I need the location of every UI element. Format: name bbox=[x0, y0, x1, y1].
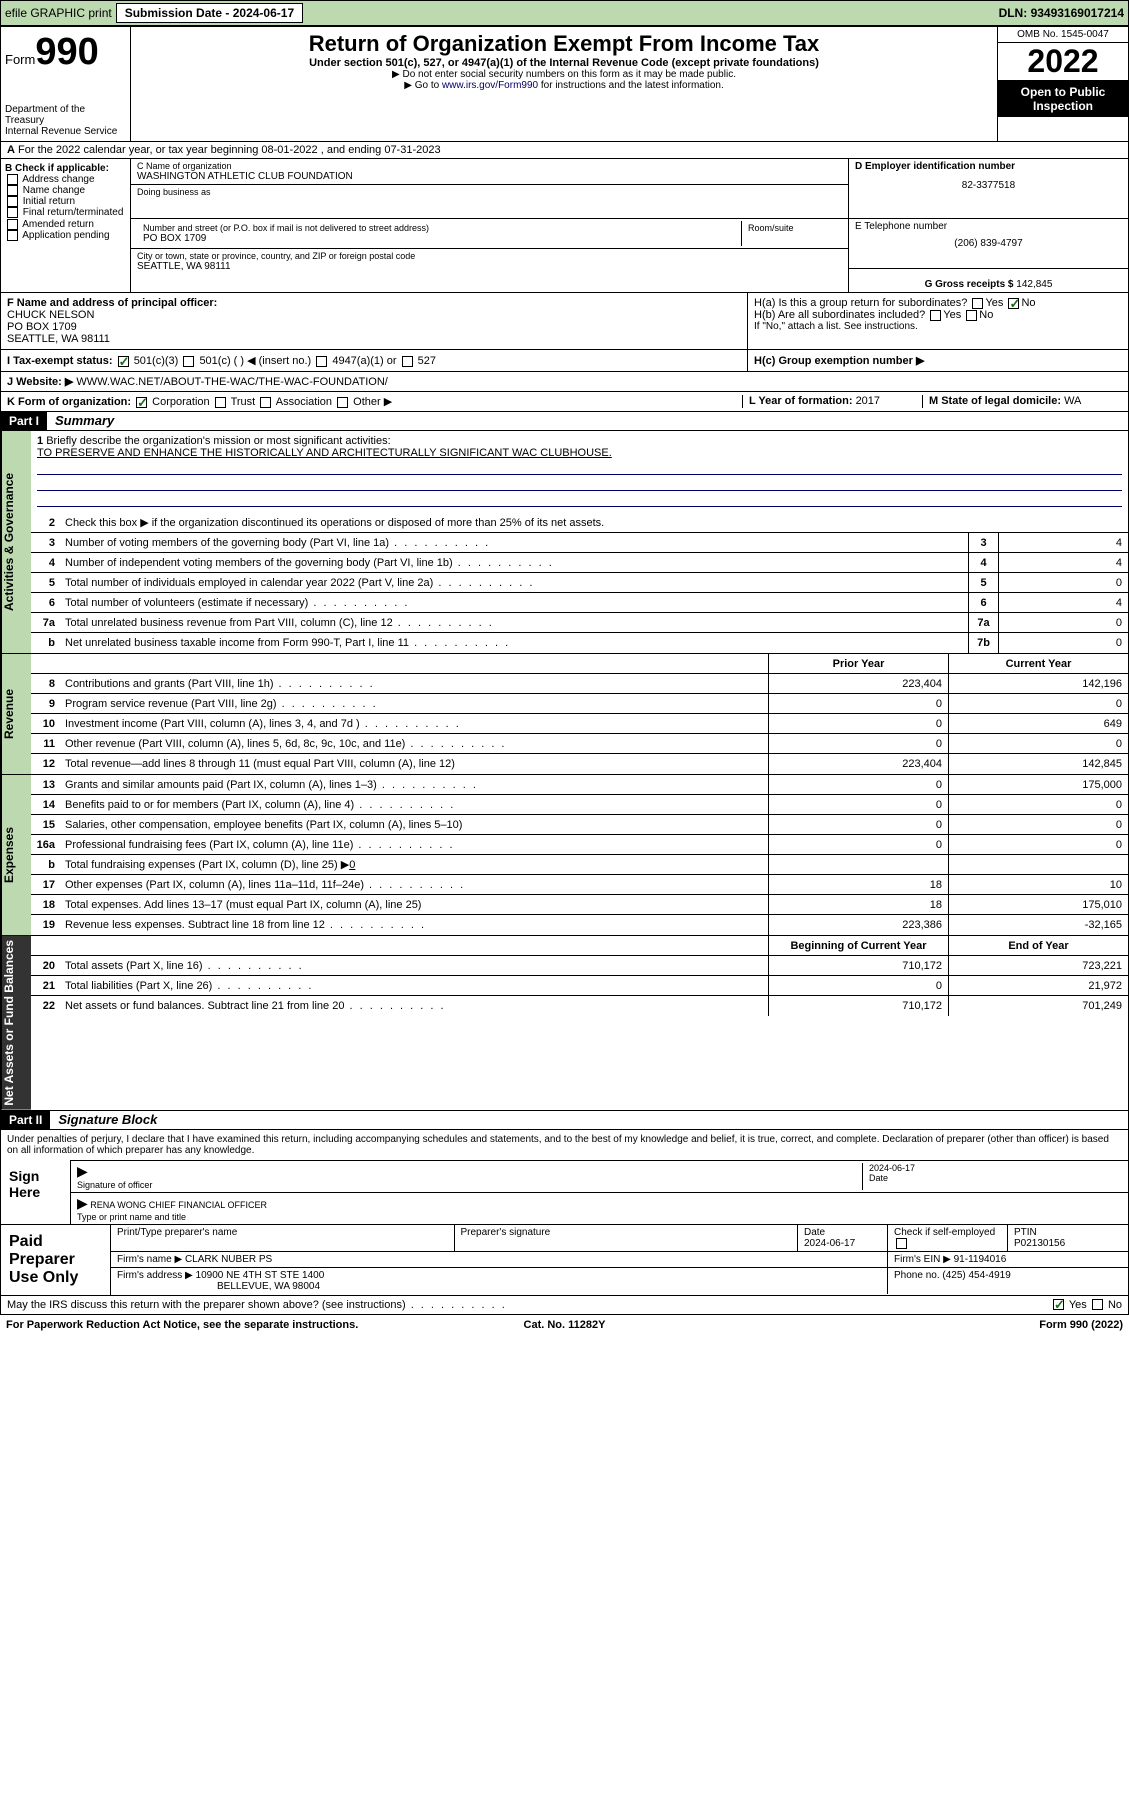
form-ref: Form 990 (2022) bbox=[751, 1319, 1123, 1331]
501c-checkbox[interactable] bbox=[183, 356, 194, 367]
tax-year-period: A For the 2022 calendar year, or tax yea… bbox=[0, 142, 1129, 159]
sig-date: 2024-06-17 bbox=[869, 1163, 915, 1173]
form-number: 990 bbox=[35, 31, 98, 73]
revenue-tab: Revenue bbox=[1, 654, 31, 774]
ptin: P02130156 bbox=[1014, 1238, 1065, 1249]
gross-receipts: 142,845 bbox=[1016, 279, 1052, 290]
v3: 4 bbox=[998, 533, 1128, 552]
perjury-text: Under penalties of perjury, I declare th… bbox=[1, 1130, 1128, 1160]
org-address: PO BOX 1709 bbox=[143, 233, 735, 244]
firm-addr: 10900 NE 4TH ST STE 1400 bbox=[196, 1270, 325, 1281]
assoc-checkbox[interactable] bbox=[260, 397, 271, 408]
cat-no: Cat. No. 11282Y bbox=[378, 1319, 750, 1331]
dln-value: 93493169017214 bbox=[1031, 6, 1124, 20]
ssn-note: ▶ Do not enter social security numbers o… bbox=[135, 69, 993, 80]
501c3-checkbox[interactable] bbox=[118, 356, 129, 367]
phone: (206) 839-4797 bbox=[855, 238, 1122, 249]
top-bar: efile GRAPHIC print Submission Date - 20… bbox=[0, 0, 1129, 26]
firm-phone: (425) 454-4919 bbox=[942, 1270, 1010, 1281]
amended-return-checkbox[interactable]: Amended return bbox=[5, 219, 126, 230]
officer-name: CHUCK NELSON bbox=[7, 309, 94, 321]
form-subtitle: Under section 501(c), 527, or 4947(a)(1)… bbox=[135, 57, 993, 69]
527-checkbox[interactable] bbox=[402, 356, 413, 367]
final-return-checkbox[interactable]: Final return/terminated bbox=[5, 207, 126, 218]
hb-no-checkbox[interactable] bbox=[966, 310, 977, 321]
paid-preparer-label: Paid Preparer Use Only bbox=[1, 1225, 111, 1295]
discuss-text: May the IRS discuss this return with the… bbox=[7, 1299, 1051, 1311]
firm-ein: 91-1194016 bbox=[954, 1254, 1007, 1265]
c8: 142,196 bbox=[948, 674, 1128, 693]
part1-header: Part I bbox=[1, 412, 47, 430]
initial-return-checkbox[interactable]: Initial return bbox=[5, 196, 126, 207]
p8: 223,404 bbox=[768, 674, 948, 693]
irs-link[interactable]: www.irs.gov/Form990 bbox=[442, 80, 538, 91]
form-header: Form990 Department of the Treasury Inter… bbox=[0, 26, 1129, 142]
4947-checkbox[interactable] bbox=[316, 356, 327, 367]
efile-label: efile GRAPHIC print bbox=[5, 6, 112, 20]
v5: 0 bbox=[998, 573, 1128, 592]
officer-name-title: RENA WONG CHIEF FINANCIAL OFFICER bbox=[90, 1200, 267, 1210]
v6: 4 bbox=[998, 593, 1128, 612]
ein: 82-3377518 bbox=[855, 180, 1122, 191]
org-name: WASHINGTON ATHLETIC CLUB FOUNDATION bbox=[137, 171, 842, 182]
year-formation: 2017 bbox=[856, 395, 880, 407]
sign-here-label: Sign Here bbox=[1, 1160, 71, 1224]
check-applicable: B Check if applicable: Address change Na… bbox=[1, 159, 131, 292]
open-inspection: Open to Public Inspection bbox=[998, 81, 1128, 117]
governance-tab: Activities & Governance bbox=[1, 431, 31, 653]
irs-label: Internal Revenue Service bbox=[5, 126, 126, 137]
tax-year: 2022 bbox=[998, 43, 1128, 81]
hb-yes-checkbox[interactable] bbox=[930, 310, 941, 321]
dln-label: DLN: bbox=[999, 6, 1031, 20]
ha-no-checkbox[interactable] bbox=[1008, 298, 1019, 309]
self-employed-checkbox[interactable] bbox=[896, 1238, 907, 1249]
part2-header: Part II bbox=[1, 1111, 50, 1129]
state-domicile: WA bbox=[1064, 395, 1081, 407]
website-url: WWW.WAC.NET/ABOUT-THE-WAC/THE-WAC-FOUNDA… bbox=[76, 376, 387, 388]
mission-text: TO PRESERVE AND ENHANCE THE HISTORICALLY… bbox=[37, 447, 612, 459]
form-title: Return of Organization Exempt From Incom… bbox=[135, 31, 993, 57]
dept-label: Department of the Treasury bbox=[5, 104, 126, 126]
discuss-no-checkbox[interactable] bbox=[1092, 1299, 1103, 1310]
firm-name: CLARK NUBER PS bbox=[185, 1254, 272, 1265]
v4: 4 bbox=[998, 553, 1128, 572]
ha-yes-checkbox[interactable] bbox=[972, 298, 983, 309]
submission-date-button[interactable]: Submission Date - 2024-06-17 bbox=[116, 3, 303, 23]
paperwork-notice: For Paperwork Reduction Act Notice, see … bbox=[6, 1319, 378, 1331]
omb-number: OMB No. 1545-0047 bbox=[998, 27, 1128, 43]
v7b: 0 bbox=[998, 633, 1128, 653]
other-checkbox[interactable] bbox=[337, 397, 348, 408]
prep-date: 2024-06-17 bbox=[804, 1238, 855, 1249]
name-change-checkbox[interactable]: Name change bbox=[5, 185, 126, 196]
corp-checkbox[interactable] bbox=[136, 397, 147, 408]
discuss-yes-checkbox[interactable] bbox=[1053, 1299, 1064, 1310]
address-change-checkbox[interactable]: Address change bbox=[5, 174, 126, 185]
trust-checkbox[interactable] bbox=[215, 397, 226, 408]
v7a: 0 bbox=[998, 613, 1128, 632]
net-assets-tab: Net Assets or Fund Balances bbox=[1, 936, 31, 1110]
org-city: SEATTLE, WA 98111 bbox=[137, 261, 842, 272]
application-pending-checkbox[interactable]: Application pending bbox=[5, 230, 126, 241]
expenses-tab: Expenses bbox=[1, 775, 31, 935]
